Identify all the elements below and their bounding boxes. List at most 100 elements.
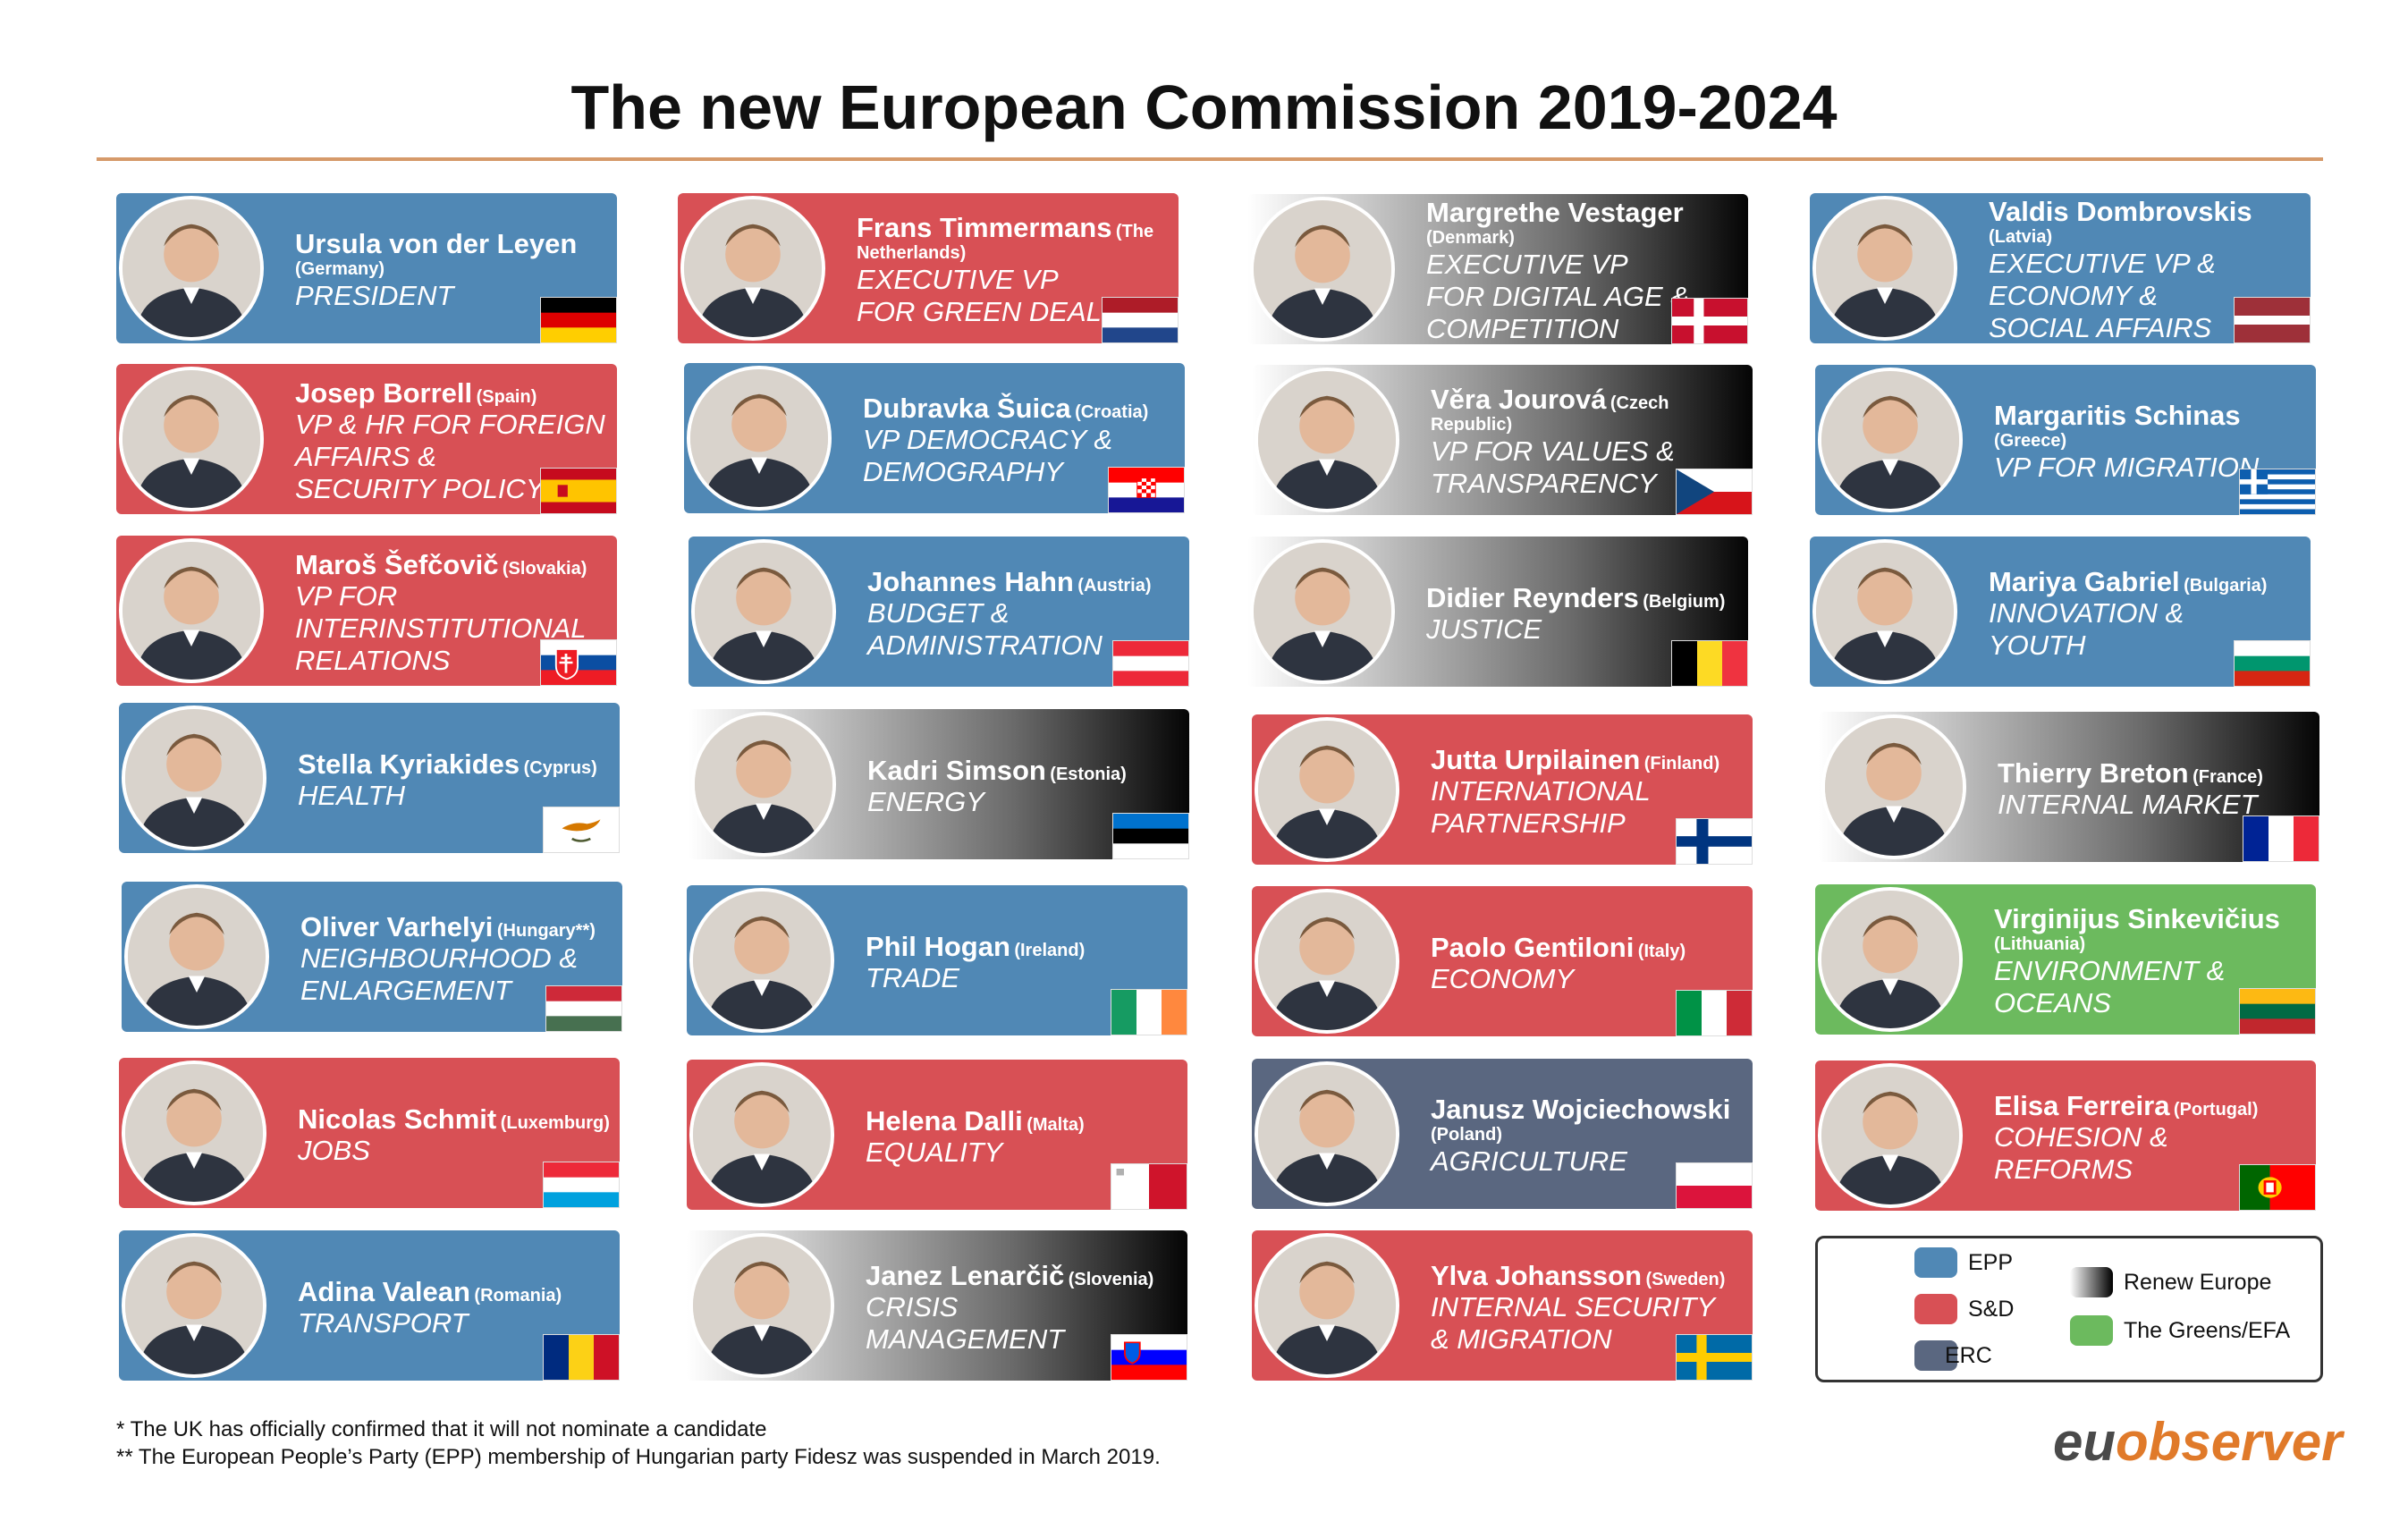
country-flag-icon (1671, 298, 1748, 344)
legend-item-ecr: ERC (1914, 1340, 1992, 1371)
country-flag-icon (1111, 1334, 1187, 1381)
commissioner-name: Helena Dalli (866, 1104, 1023, 1137)
commissioner-card: Nicolas Schmit (Luxemburg) JOBS (119, 1058, 620, 1208)
commissioner-name: Paolo Gentiloni (1431, 931, 1635, 963)
commissioner-country: (Croatia) (1075, 401, 1149, 422)
commissioner-card: Adina Valean (Romania) TRANSPORT (119, 1230, 620, 1381)
commissioner-portfolio: COHESION & REFORMS (1994, 1120, 2168, 1185)
commissioner-card: Maroš Šefčovič (Slovakia) VP FOR INTERINS… (116, 536, 617, 686)
commissioner-name: Josep Borrell (295, 376, 473, 409)
commissioner-name: Oliver Varhelyi (300, 910, 494, 942)
card-text: Janusz Wojciechowski (Poland) AGRICULTURE (1431, 1071, 1744, 1200)
commissioner-country: (Spain) (476, 386, 537, 407)
country-flag-icon (1676, 1162, 1753, 1209)
commissioner-portfolio: EXECUTIVE VP FOR GREEN DEAL (857, 264, 1102, 327)
commissioner-portfolio: INTERNAL SECURITY & MIGRATION (1431, 1290, 1716, 1355)
card-text: Helena Dalli (Malta) EQUALITY (866, 1072, 1179, 1201)
commissioner-card: Stella Kyriakides (Cyprus) HEALTH (119, 703, 620, 853)
commissioner-portfolio: VP FOR INTERINSTITUTIONAL RELATIONS (295, 579, 587, 676)
card-text: Nicolas Schmit (Luxemburg) JOBS (298, 1070, 611, 1199)
commissioner-country: (Sweden) (1645, 1269, 1726, 1289)
portrait-photo (687, 366, 832, 511)
commissioner-portfolio: JUSTICE (1426, 613, 1542, 645)
commissioner-card: Johannes Hahn (Austria) BUDGET & ADMINIST… (689, 537, 1189, 687)
commissioner-portfolio: AGRICULTURE (1431, 1145, 1627, 1177)
card-text: Janez Lenarčič (Slovenia) CRISIS MANAGEME… (866, 1243, 1179, 1372)
commissioner-country: (Bulgaria) (2184, 575, 2268, 596)
commissioner-country: (Latvia) (1989, 227, 2053, 247)
euobserver-logo: euobserver (2053, 1411, 2343, 1473)
commissioner-country: (Czech Republic) (1431, 393, 1669, 435)
name-line: Mariya Gabriel (Bulgaria) (1989, 566, 2302, 597)
name-line: Margaritis Schinas (Greece) (1994, 400, 2307, 452)
commissioner-portfolio: INTERNATIONAL PARTNERSHIP (1431, 774, 1651, 839)
card-text: Virginijus Sinkevičius (Lithuania) ENVIRO… (1994, 897, 2307, 1026)
name-line: Oliver Varhelyi (Hungary**) (300, 911, 613, 942)
legend-item-epp: EPP (1914, 1247, 2013, 1278)
title-divider (97, 157, 2323, 161)
country-flag-icon (2239, 988, 2316, 1035)
country-flag-icon (1676, 469, 1753, 515)
portrait-photo (691, 539, 836, 684)
name-line: Maroš Šefčovič (Slovakia) (295, 549, 608, 580)
legend-item-renew: Renew Europe (2070, 1267, 2271, 1297)
card-text: Adina Valean (Romania) TRANSPORT (298, 1243, 611, 1372)
commissioner-card: Dubravka Šuica (Croatia) VP DEMOCRACY & D… (684, 363, 1185, 513)
legend-swatch-renew (2070, 1267, 2113, 1297)
portrait-photo (680, 196, 825, 341)
portrait-photo (122, 1233, 266, 1378)
commissioner-card: Didier Reynders (Belgium) JUSTICE (1247, 537, 1748, 687)
country-flag-icon (2243, 815, 2319, 862)
logo-text-eu: eu (2053, 1412, 2117, 1472)
card-text: Věra Jourová (Czech Republic) VP FOR VALU… (1431, 377, 1744, 506)
country-flag-icon (1676, 990, 1753, 1036)
commissioner-card: Paolo Gentiloni (Italy) ECONOMY (1252, 886, 1753, 1036)
commissioner-name: Margrethe Vestager (1426, 197, 1684, 228)
commissioner-name: Kadri Simson (867, 754, 1046, 786)
commissioner-portfolio: INNOVATION & YOUTH (1989, 596, 2184, 661)
country-flag-icon (540, 639, 617, 686)
commissioner-card: Virginijus Sinkevičius (Lithuania) ENVIRO… (1815, 884, 2316, 1035)
commissioner-name: Ylva Johansson (1431, 1259, 1643, 1291)
commissioner-portfolio: PRESIDENT (295, 280, 454, 311)
commissioner-card: Josep Borrell (Spain) VP & HR FOR FOREIGN… (116, 364, 617, 514)
legend-label-sd: S&D (1968, 1296, 2015, 1322)
name-line: Janez Lenarčič (Slovenia) (866, 1260, 1179, 1291)
commissioner-portfolio: ENERGY (867, 785, 984, 817)
card-text: Maroš Šefčovič (Slovakia) VP FOR INTERINS… (295, 548, 608, 677)
country-flag-icon (1112, 640, 1189, 687)
country-flag-icon (1111, 989, 1187, 1035)
portrait-photo (689, 1062, 834, 1207)
name-line: Kadri Simson (Estonia) (867, 755, 1180, 786)
commissioner-name: Frans Timmermans (857, 212, 1112, 243)
commissioner-country: (Estonia) (1050, 764, 1127, 784)
card-text: Stella Kyriakides (Cyprus) HEALTH (298, 715, 611, 844)
country-flag-icon (2234, 640, 2311, 687)
country-flag-icon (1671, 640, 1748, 687)
commissioner-country: (Austria) (1077, 575, 1152, 596)
name-line: Valdis Dombrovskis (Latvia) (1989, 196, 2302, 248)
commissioner-portfolio: ECONOMY (1431, 962, 1575, 994)
country-flag-icon (2239, 469, 2316, 515)
name-line: Ursula von der Leyen (Germany) (295, 228, 608, 280)
commissioner-card: Margrethe Vestager (Denmark) EXECUTIVE VP… (1247, 194, 1748, 344)
portrait-photo (1255, 717, 1399, 862)
commissioner-portfolio: INTERNAL MARKET (1998, 788, 2258, 820)
legend-item-greens: The Greens/EFA (2070, 1315, 2290, 1346)
card-text: Frans Timmermans (The Netherlands) EXECUT… (857, 206, 1170, 334)
commissioner-card: Janez Lenarčič (Slovenia) CRISIS MANAGEME… (687, 1230, 1187, 1381)
name-line: Frans Timmermans (The Netherlands) (857, 212, 1170, 264)
commissioner-name: Elisa Ferreira (1994, 1089, 2170, 1121)
portrait-photo (1818, 1063, 1963, 1208)
commissioner-country: (Ireland) (1014, 940, 1086, 960)
country-flag-icon (2234, 297, 2311, 343)
portrait-photo (691, 712, 836, 857)
commissioner-portfolio: NEIGHBOURHOOD & ENLARGEMENT (300, 942, 579, 1006)
commissioner-card: Helena Dalli (Malta) EQUALITY (687, 1060, 1187, 1210)
portrait-photo (1250, 197, 1395, 342)
name-line: Paolo Gentiloni (Italy) (1431, 932, 1744, 963)
name-line: Johannes Hahn (Austria) (867, 566, 1180, 597)
commissioner-country: (Luxemburg) (500, 1112, 610, 1133)
commissioner-card: Frans Timmermans (The Netherlands) EXECUT… (678, 193, 1179, 343)
commissioner-country: (Slovenia) (1068, 1269, 1154, 1289)
